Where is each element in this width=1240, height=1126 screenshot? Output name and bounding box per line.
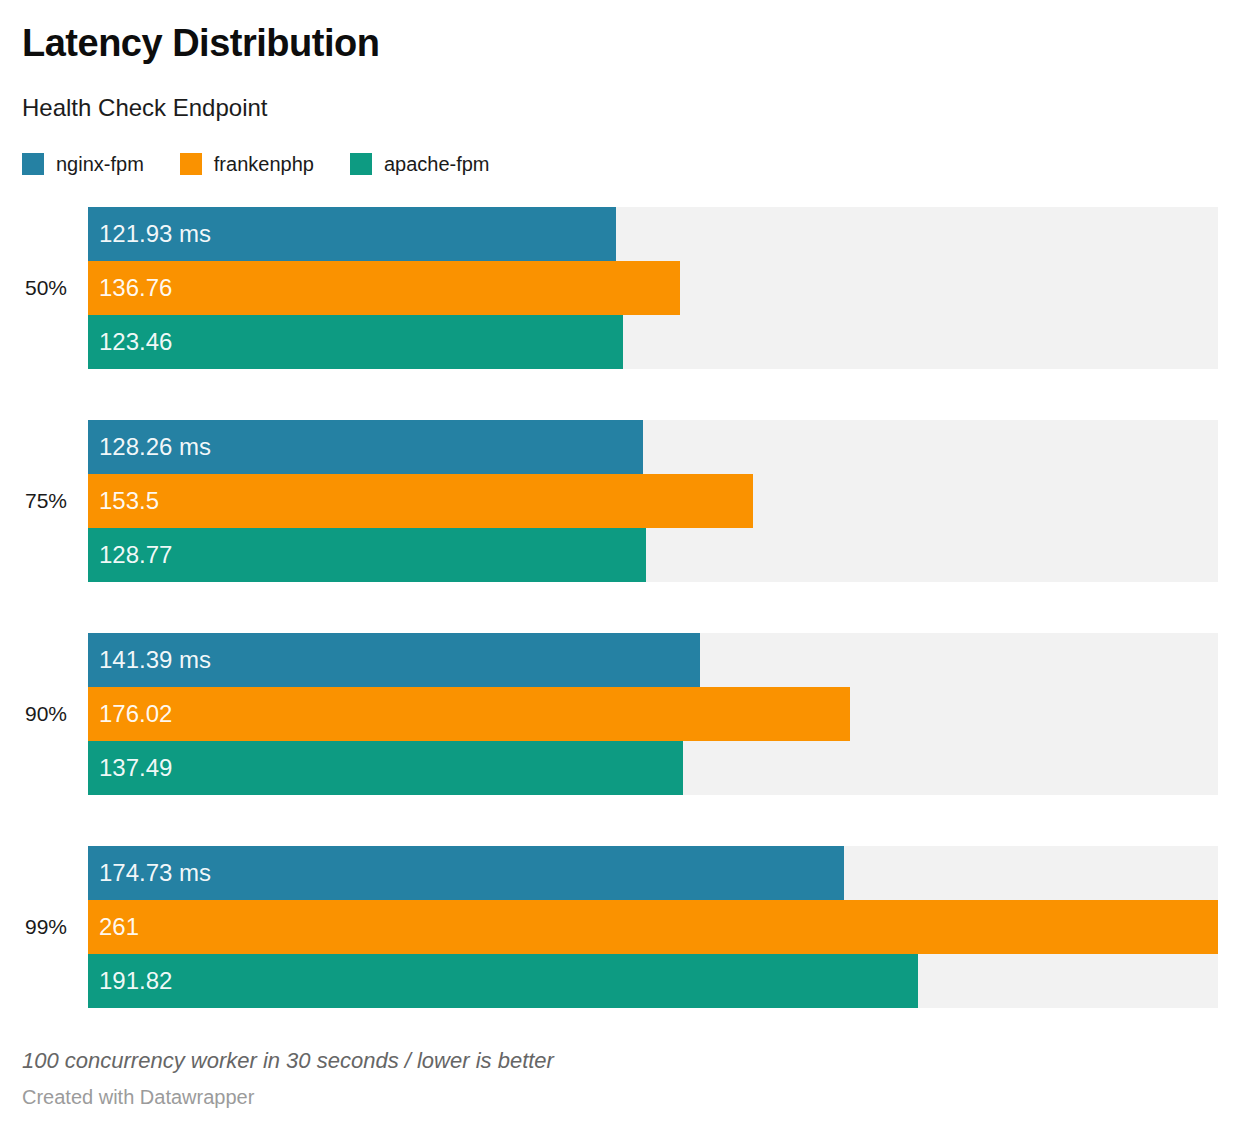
legend-label: apache-fpm xyxy=(384,153,490,176)
bar-group-75%: 75% 128.26 ms 153.5 128.77 xyxy=(22,420,1218,582)
bar-value-label: 191.82 xyxy=(99,967,172,995)
page-title: Latency Distribution xyxy=(22,22,1218,66)
bar-frankenphp: 153.5 xyxy=(88,474,753,528)
bar-track: 261 xyxy=(88,900,1218,954)
legend-label: nginx-fpm xyxy=(56,153,144,176)
category-label: 50% xyxy=(22,207,88,369)
bar-nginx-fpm: 128.26 ms xyxy=(88,420,643,474)
bar-value-label: 128.77 xyxy=(99,541,172,569)
legend-item-apache-fpm: apache-fpm xyxy=(350,153,490,176)
legend-swatch xyxy=(350,153,372,175)
bar-nginx-fpm: 174.73 ms xyxy=(88,846,844,900)
bar-rows: 141.39 ms 176.02 137.49 xyxy=(88,633,1218,795)
bar-rows: 174.73 ms 261 191.82 xyxy=(88,846,1218,1008)
bar-value-label: 128.26 ms xyxy=(99,433,211,461)
bar-track: 153.5 xyxy=(88,474,1218,528)
category-label: 99% xyxy=(22,846,88,1008)
bar-value-label: 136.76 xyxy=(99,274,172,302)
bar-value-label: 176.02 xyxy=(99,700,172,728)
bar-apache-fpm: 128.77 xyxy=(88,528,646,582)
bar-apache-fpm: 123.46 xyxy=(88,315,623,369)
legend-item-nginx-fpm: nginx-fpm xyxy=(22,153,144,176)
bar-track: 136.76 xyxy=(88,261,1218,315)
legend-label: frankenphp xyxy=(214,153,314,176)
chart-container: Latency Distribution Health Check Endpoi… xyxy=(0,0,1240,1109)
bar-frankenphp: 176.02 xyxy=(88,687,850,741)
bar-nginx-fpm: 141.39 ms xyxy=(88,633,700,687)
bar-value-label: 261 xyxy=(99,913,139,941)
bar-nginx-fpm: 121.93 ms xyxy=(88,207,616,261)
bar-track: 123.46 xyxy=(88,315,1218,369)
bar-track: 128.77 xyxy=(88,528,1218,582)
bar-chart: 50% 121.93 ms 136.76 123.46 75% 128.26 ms 153.… xyxy=(22,207,1218,1008)
bar-track: 137.49 xyxy=(88,741,1218,795)
legend: nginx-fpm frankenphp apache-fpm xyxy=(22,153,1218,176)
bar-track: 121.93 ms xyxy=(88,207,1218,261)
bar-value-label: 153.5 xyxy=(99,487,159,515)
bar-track: 174.73 ms xyxy=(88,846,1218,900)
bar-value-label: 137.49 xyxy=(99,754,172,782)
bar-track: 141.39 ms xyxy=(88,633,1218,687)
bar-frankenphp: 136.76 xyxy=(88,261,680,315)
bar-rows: 121.93 ms 136.76 123.46 xyxy=(88,207,1218,369)
category-label: 75% xyxy=(22,420,88,582)
bar-value-label: 121.93 ms xyxy=(99,220,211,248)
bar-group-99%: 99% 174.73 ms 261 191.82 xyxy=(22,846,1218,1008)
attribution: Created with Datawrapper xyxy=(22,1086,1218,1109)
chart-subtitle: Health Check Endpoint xyxy=(22,92,1218,123)
bar-track: 176.02 xyxy=(88,687,1218,741)
legend-item-frankenphp: frankenphp xyxy=(180,153,314,176)
bar-value-label: 174.73 ms xyxy=(99,859,211,887)
bar-apache-fpm: 137.49 xyxy=(88,741,683,795)
legend-swatch xyxy=(22,153,44,175)
bar-rows: 128.26 ms 153.5 128.77 xyxy=(88,420,1218,582)
bar-group-90%: 90% 141.39 ms 176.02 137.49 xyxy=(22,633,1218,795)
bar-value-label: 141.39 ms xyxy=(99,646,211,674)
bar-group-50%: 50% 121.93 ms 136.76 123.46 xyxy=(22,207,1218,369)
category-label: 90% xyxy=(22,633,88,795)
bar-value-label: 123.46 xyxy=(99,328,172,356)
bar-track: 191.82 xyxy=(88,954,1218,1008)
bar-track: 128.26 ms xyxy=(88,420,1218,474)
footnote: 100 concurrency worker in 30 seconds / l… xyxy=(22,1048,1218,1074)
bar-apache-fpm: 191.82 xyxy=(88,954,918,1008)
bar-frankenphp: 261 xyxy=(88,900,1218,954)
legend-swatch xyxy=(180,153,202,175)
